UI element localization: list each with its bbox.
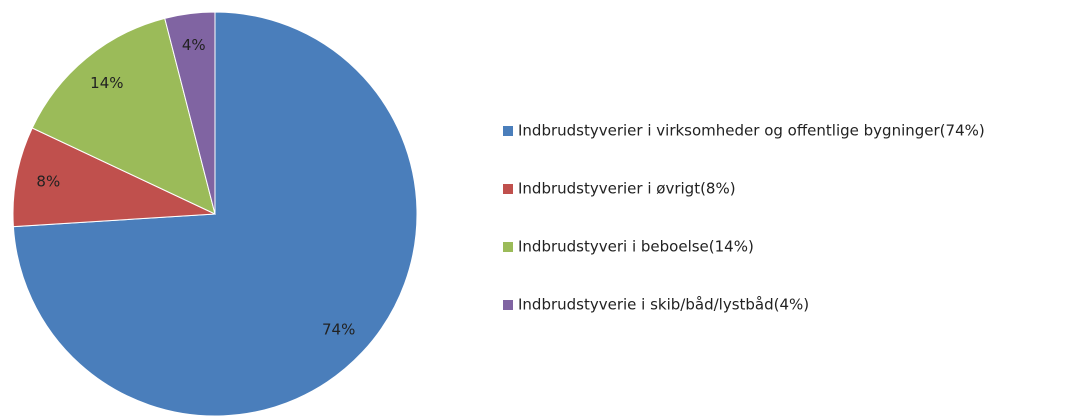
legend-swatch [503, 300, 513, 310]
legend-swatch [503, 184, 513, 194]
legend-label: Indbrudstyveri i beboelse(14%) [518, 238, 754, 256]
pie-slice [164, 11, 216, 215]
data-label: 74% [322, 321, 355, 339]
legend-swatch [503, 126, 513, 136]
data-label: 14% [90, 74, 123, 92]
legend-label: Indbrudstyverier i virksomheder og offen… [518, 122, 985, 140]
legend-label: Indbrudstyverier i øvrigt(8%) [518, 180, 736, 198]
data-label: 8% [36, 173, 60, 191]
pie-slice [12, 127, 216, 228]
legend-label: Indbrudstyverie i skib/båd/lystbåd(4%) [518, 296, 809, 314]
legend-swatch [503, 242, 513, 252]
pie-slice [31, 17, 216, 215]
data-label: 4% [182, 36, 206, 54]
